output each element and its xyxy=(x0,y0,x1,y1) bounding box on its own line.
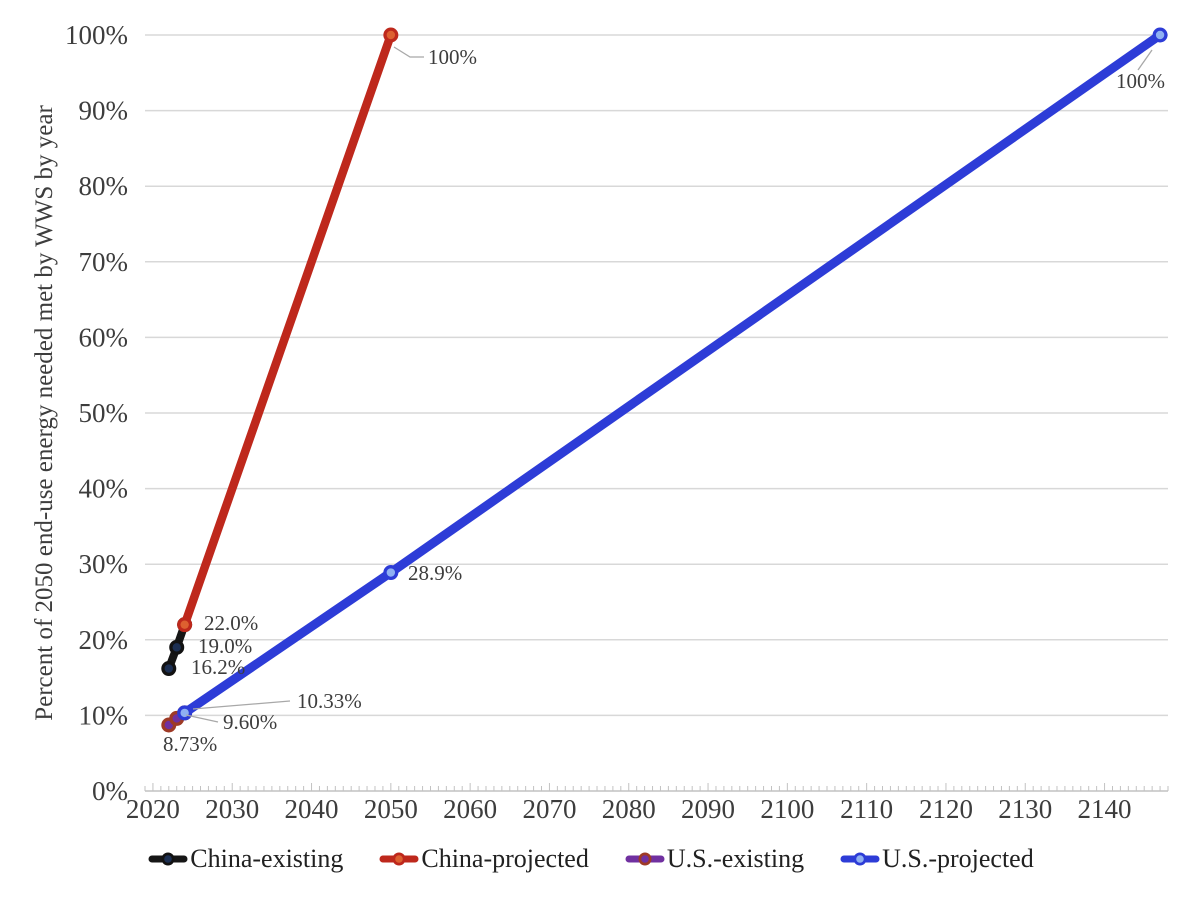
x-tick-label: 2110 xyxy=(840,794,893,824)
y-tick-label: 60% xyxy=(79,322,129,352)
x-tick-label: 2030 xyxy=(205,794,259,824)
series-line-u-s-projected xyxy=(180,30,1165,718)
legend-marker-icon xyxy=(625,852,665,866)
legend-label: China-existing xyxy=(190,844,344,873)
y-tick-label: 20% xyxy=(79,625,129,655)
label-leader-line xyxy=(192,700,291,710)
x-tick-label: 2040 xyxy=(285,794,339,824)
y-tick-label: 10% xyxy=(79,700,129,730)
data-label: 19.0% xyxy=(198,634,252,658)
x-tick-label: 2100 xyxy=(760,794,814,824)
data-marker xyxy=(1155,30,1165,40)
legend-marker-icon xyxy=(148,852,188,866)
data-label: 16.2% xyxy=(191,655,245,679)
data-label: 100% xyxy=(428,45,477,69)
x-tick-label: 2020 xyxy=(126,794,180,824)
label-leader-line xyxy=(393,46,424,58)
x-tick-label: 2080 xyxy=(602,794,656,824)
data-marker xyxy=(164,664,173,673)
x-tick-label: 2050 xyxy=(364,794,418,824)
legend-label: U.S.-existing xyxy=(666,844,805,873)
y-tick-label: 0% xyxy=(92,776,128,806)
data-label: 28.9% xyxy=(408,561,462,585)
y-axis-title: Percent of 2050 end-use energy needed me… xyxy=(31,105,58,721)
legend-label: U.S.-projected xyxy=(882,844,1034,873)
data-label: 100% xyxy=(1116,69,1165,93)
legend-item-u-s-existing: U.S.-existing xyxy=(625,846,804,872)
legend-item-china-existing: China-existing xyxy=(148,846,343,872)
y-tick-label: 50% xyxy=(79,398,129,428)
data-marker xyxy=(386,568,396,577)
data-label: 9.60% xyxy=(223,710,277,734)
x-tick-label: 2140 xyxy=(1078,794,1132,824)
y-tick-label: 100% xyxy=(65,20,128,50)
y-tick-label: 70% xyxy=(79,247,129,277)
x-tick-label: 2130 xyxy=(998,794,1052,824)
legend-label: China-projected xyxy=(421,844,589,873)
data-marker xyxy=(172,643,181,652)
label-leader-line xyxy=(1137,49,1153,71)
data-label: 10.33% xyxy=(297,689,362,713)
x-tick-label: 2120 xyxy=(919,794,973,824)
y-tick-label: 90% xyxy=(79,96,129,126)
chart-legend: China-existing China-projected U.S.-existi… xyxy=(0,846,1182,872)
x-tick-label: 2070 xyxy=(522,794,576,824)
data-marker xyxy=(386,30,396,40)
y-tick-label: 30% xyxy=(79,549,129,579)
data-marker xyxy=(180,620,189,629)
legend-item-china-projected: China-projected xyxy=(379,846,589,872)
data-label: 8.73% xyxy=(163,732,217,756)
x-tick-label: 2060 xyxy=(443,794,497,824)
y-tick-label: 80% xyxy=(79,171,129,201)
series-line-china-projected xyxy=(180,30,396,629)
legend-marker-icon xyxy=(379,852,419,866)
legend-marker-icon xyxy=(840,852,880,866)
legend-item-u-s-projected: U.S.-projected xyxy=(840,846,1034,872)
x-tick-label: 2090 xyxy=(681,794,735,824)
y-tick-label: 40% xyxy=(79,474,129,504)
label-leader-line xyxy=(185,714,219,723)
data-label: 22.0% xyxy=(204,611,258,635)
